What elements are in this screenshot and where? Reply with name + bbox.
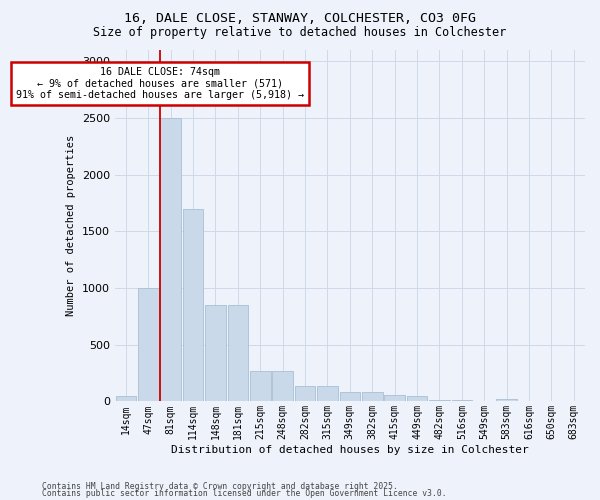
Bar	[205, 305, 226, 402]
X-axis label: Distribution of detached houses by size in Colchester: Distribution of detached houses by size …	[171, 445, 529, 455]
Bar	[250, 371, 271, 402]
Text: Contains HM Land Registry data © Crown copyright and database right 2025.: Contains HM Land Registry data © Crown c…	[42, 482, 398, 491]
Text: 16, DALE CLOSE, STANWAY, COLCHESTER, CO3 0FG: 16, DALE CLOSE, STANWAY, COLCHESTER, CO3…	[124, 12, 476, 26]
Bar	[452, 400, 472, 402]
Bar	[429, 400, 450, 402]
Bar	[385, 395, 405, 402]
Y-axis label: Number of detached properties: Number of detached properties	[66, 135, 76, 316]
Bar	[138, 288, 158, 402]
Text: Size of property relative to detached houses in Colchester: Size of property relative to detached ho…	[94, 26, 506, 39]
Bar	[407, 396, 427, 402]
Bar	[317, 386, 338, 402]
Bar	[160, 118, 181, 402]
Bar	[362, 392, 383, 402]
Bar	[295, 386, 316, 402]
Text: Contains public sector information licensed under the Open Government Licence v3: Contains public sector information licen…	[42, 489, 446, 498]
Bar	[272, 371, 293, 402]
Bar	[496, 399, 517, 402]
Bar	[227, 305, 248, 402]
Text: 16 DALE CLOSE: 74sqm
← 9% of detached houses are smaller (571)
91% of semi-detac: 16 DALE CLOSE: 74sqm ← 9% of detached ho…	[16, 67, 304, 100]
Bar	[183, 208, 203, 402]
Bar	[116, 396, 136, 402]
Bar	[340, 392, 360, 402]
